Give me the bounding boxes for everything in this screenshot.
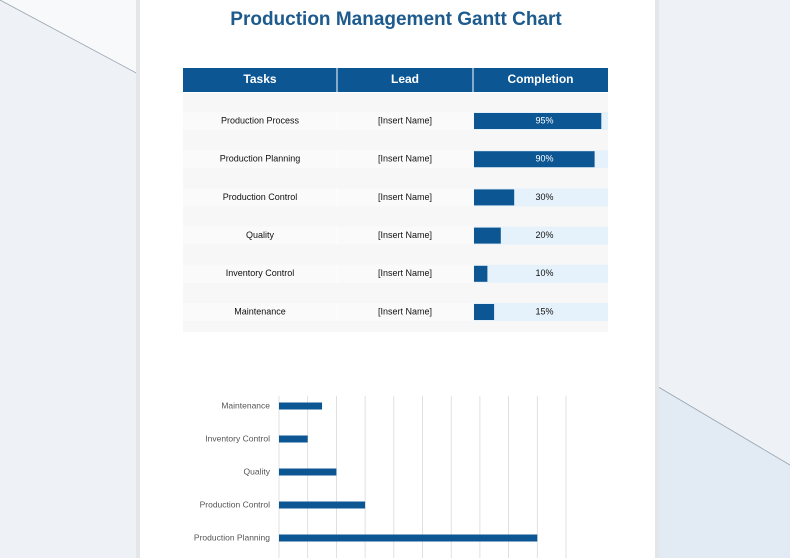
chart: Maintenance Inventory Control Quality Produ… [194, 396, 567, 558]
table-header: Completion [508, 72, 574, 86]
table-header: Lead [391, 72, 419, 86]
background-shape [655, 385, 790, 558]
completion-label: 95% [535, 115, 553, 125]
completion-cell [474, 226, 608, 245]
completion-label: 15% [535, 306, 553, 316]
completion-label: 30% [535, 192, 553, 202]
bar [279, 402, 323, 410]
completion-label: 90% [535, 154, 553, 164]
y-tick-label: Inventory Control [205, 433, 270, 443]
completion-bar [474, 227, 501, 244]
bar [279, 501, 366, 509]
table: Tasks Lead Completion Production Process [In… [183, 68, 608, 333]
lead-name: [Insert Name] [378, 268, 432, 278]
task-name: Production Process [221, 115, 300, 125]
lead-name: [Insert Name] [378, 154, 432, 164]
completion-label: 20% [535, 230, 553, 240]
bar [279, 468, 337, 476]
task-name: Inventory Control [226, 268, 295, 278]
document-title: Production Management Gantt Chart [230, 9, 562, 30]
row-bg [183, 112, 473, 130]
y-tick-label: Maintenance [221, 400, 270, 410]
task-name: Quality [246, 230, 275, 240]
row-bg [183, 226, 473, 245]
y-tick-label: Quality [244, 466, 271, 476]
task-name: Production Control [223, 192, 298, 202]
y-tick-label: Production Control [200, 499, 271, 509]
bar [279, 534, 538, 542]
row-bg [183, 188, 473, 207]
y-tick-label: Production Planning [194, 532, 270, 542]
task-name: Production Planning [220, 154, 301, 164]
lead-name: [Insert Name] [378, 192, 432, 202]
completion-bar [474, 304, 495, 320]
completion-cell [474, 264, 608, 283]
task-name: Maintenance [234, 306, 286, 316]
lead-name: [Insert Name] [378, 115, 432, 125]
table-body-bg [183, 93, 608, 333]
completion-bar [474, 265, 488, 282]
lead-name: [Insert Name] [378, 230, 432, 240]
completion-cell [474, 303, 608, 321]
row-bg [183, 150, 473, 169]
row-bg [183, 303, 473, 321]
background-line [654, 384, 790, 466]
table-header-bg [183, 68, 608, 92]
background-line [0, 0, 141, 76]
completion-bar [474, 189, 515, 206]
completion-label: 10% [535, 268, 553, 278]
bar [279, 435, 308, 443]
lead-name: [Insert Name] [378, 306, 432, 316]
table-header: Tasks [243, 72, 276, 86]
row-bg [183, 264, 473, 283]
completion-bar [474, 151, 595, 168]
completion-bar [474, 113, 602, 129]
